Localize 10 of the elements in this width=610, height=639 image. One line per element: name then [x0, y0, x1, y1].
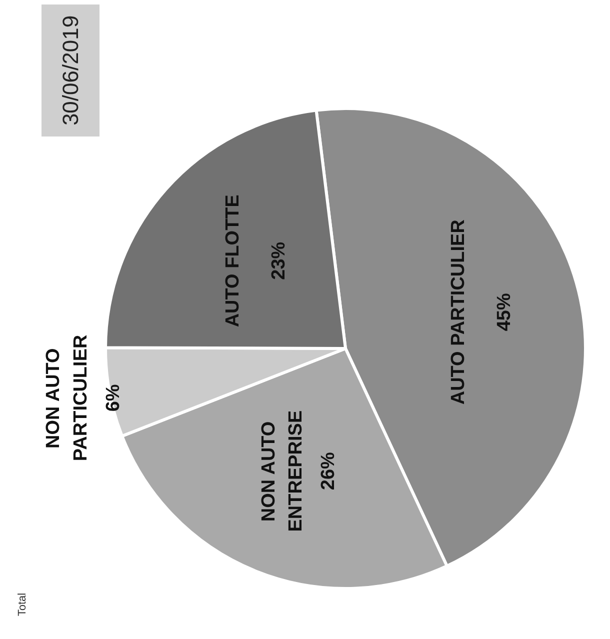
slice-label: AUTO FLOTTE	[222, 194, 244, 328]
chart-title: 30/06/2019	[58, 15, 83, 126]
data-label: 23%	[268, 242, 290, 280]
text: Total	[16, 592, 28, 616]
slice-label: AUTO PARTICULIER	[448, 219, 469, 405]
data-label: 45%	[494, 292, 515, 332]
data-label: 26%	[318, 452, 339, 490]
data-label: 6%	[102, 384, 124, 412]
slice-label: NON AUTO PARTICULIER	[43, 334, 92, 462]
slice-label: NON AUTO ENTREPRISE	[258, 410, 307, 532]
